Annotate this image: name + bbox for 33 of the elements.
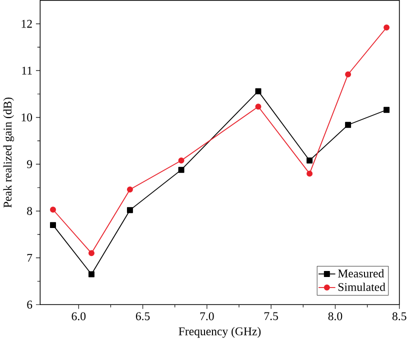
y-tick-label: 6	[27, 300, 32, 309]
point	[178, 166, 184, 173]
y-tick-label: 10	[22, 113, 32, 122]
point	[345, 71, 352, 78]
legend-label: Measured	[338, 269, 384, 278]
point	[384, 24, 390, 31]
point	[178, 157, 184, 164]
x-tick-label: 7.0	[200, 312, 214, 320]
point	[88, 250, 94, 256]
point	[306, 157, 313, 164]
point	[126, 207, 133, 214]
x-tick-label: 6.5	[136, 312, 150, 320]
x-tick-label: 8.0	[328, 312, 342, 320]
point	[50, 222, 56, 228]
point	[255, 104, 262, 110]
x-tick-label: 6.0	[72, 312, 86, 320]
x-tick-label: 7.5	[264, 312, 278, 320]
point	[88, 271, 94, 278]
y-axis-title: Peak realized gain (dB)	[3, 98, 14, 208]
point	[50, 206, 56, 213]
point	[306, 170, 313, 177]
point	[255, 88, 262, 94]
point	[126, 186, 133, 192]
x-axis-title: Frequency (GHz)	[178, 327, 261, 338]
y-tick-label: 8	[27, 207, 32, 215]
legend-label: Simulated	[338, 282, 386, 292]
y-tick-label: 11	[22, 66, 32, 74]
y-tick-label: 7	[27, 254, 32, 262]
y-tick-label: 12	[22, 20, 32, 28]
y-tick-label: 9	[27, 160, 32, 168]
point	[384, 106, 390, 113]
x-tick-label: 8.5	[392, 312, 406, 320]
point	[345, 122, 352, 128]
